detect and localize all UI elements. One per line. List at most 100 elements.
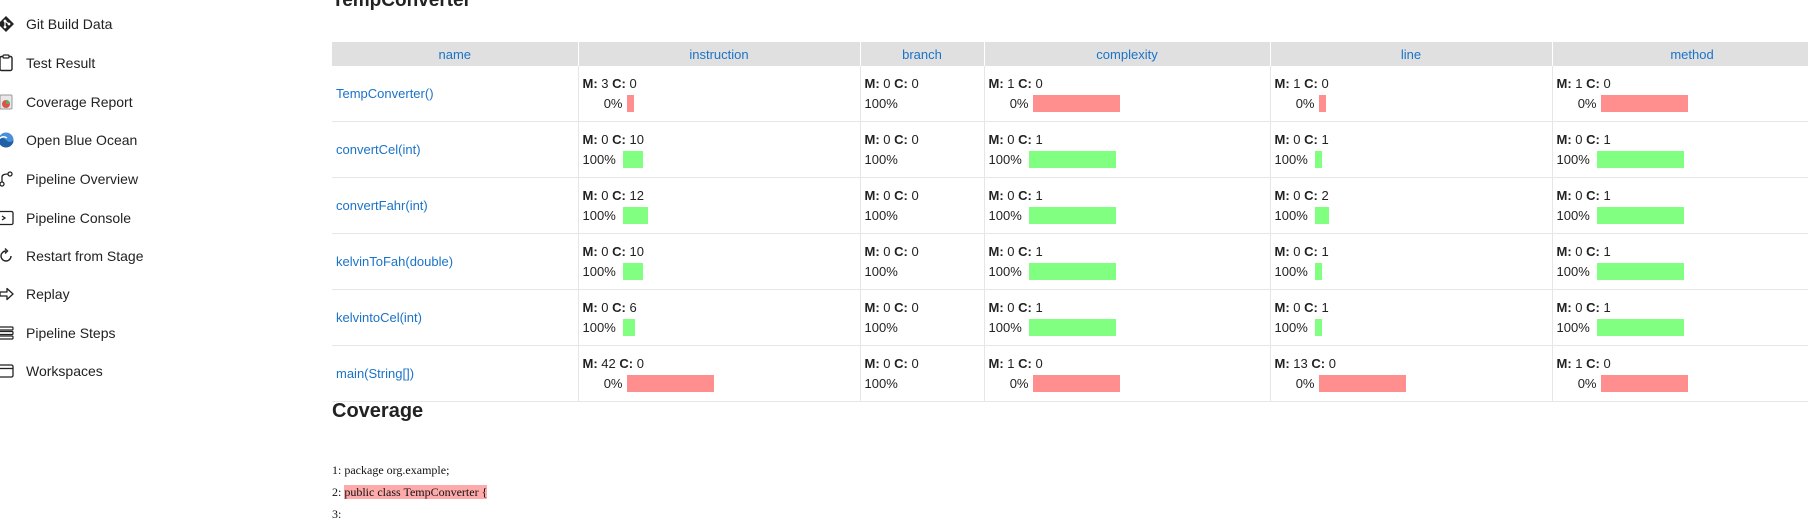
- coverage-bar-missed: [1319, 95, 1326, 112]
- column-header-branch[interactable]: branch: [860, 42, 984, 66]
- blue-ocean-icon: [0, 130, 16, 150]
- missed-covered: M: 0 C: 0: [865, 129, 980, 149]
- percent-value: 100%: [1557, 320, 1597, 335]
- method-link[interactable]: main(String[]): [336, 366, 414, 381]
- missed-covered: M: 0 C: 12: [583, 185, 856, 205]
- sidebar-item-coverage-report[interactable]: Coverage Report: [0, 84, 290, 120]
- missed-count: 42: [601, 356, 615, 371]
- sidebar-item-git-build-data[interactable]: Git Build Data: [0, 6, 290, 42]
- sidebar-item-open-blue-ocean[interactable]: Open Blue Ocean: [0, 122, 290, 158]
- sidebar-item-replay[interactable]: Replay: [0, 276, 290, 312]
- sidebar-item-pipeline-overview[interactable]: Pipeline Overview: [0, 161, 290, 197]
- missed-count: 0: [601, 188, 608, 203]
- missed-count: 0: [883, 300, 890, 315]
- sidebar-item-pipeline-console[interactable]: Pipeline Console: [0, 200, 290, 236]
- percent-line: 0%: [1557, 373, 1808, 395]
- percent-line: 100%: [865, 317, 980, 339]
- sidebar-item-test-result[interactable]: Test Result: [0, 45, 290, 81]
- percent-value: 0%: [1275, 96, 1319, 111]
- source-code: 1: package org.example; 2: public class …: [332, 459, 487, 525]
- covered-count: 1: [1036, 132, 1043, 147]
- method-link[interactable]: TempConverter(): [336, 86, 434, 101]
- missed-label: M:: [865, 244, 880, 259]
- coverage-bar-covered: [623, 263, 643, 280]
- column-header-method[interactable]: method: [1552, 42, 1808, 66]
- missed-label: M:: [865, 76, 880, 91]
- missed-covered: M: 0 C: 1: [989, 297, 1266, 317]
- missed-count: 0: [601, 132, 608, 147]
- method-link[interactable]: convertFahr(int): [336, 198, 428, 213]
- percent-value: 100%: [1275, 264, 1315, 279]
- coverage-bar-covered: [1315, 151, 1322, 168]
- missed-label: M:: [1557, 188, 1572, 203]
- percent-line: 0%: [583, 373, 856, 395]
- covered-label: C:: [1304, 76, 1318, 91]
- percent-value: 0%: [583, 96, 627, 111]
- missed-count: 0: [1575, 244, 1582, 259]
- coverage-bar-covered: [1315, 263, 1322, 280]
- missed-count: 0: [1007, 188, 1014, 203]
- percent-line: 100%: [865, 261, 980, 283]
- percent-value: 0%: [989, 96, 1033, 111]
- percent-line: 100%: [865, 93, 980, 115]
- covered-label: C:: [612, 188, 626, 203]
- column-header-instruction[interactable]: instruction: [578, 42, 860, 66]
- covered-count: 0: [1322, 76, 1329, 91]
- cell-name: kelvintoCel(int): [332, 290, 578, 346]
- missed-label: M:: [1275, 244, 1290, 259]
- missed-count: 0: [1575, 132, 1582, 147]
- missed-label: M:: [583, 356, 598, 371]
- sidebar-item-label: Test Result: [26, 55, 95, 71]
- code-line: 3:: [332, 503, 487, 525]
- method-link[interactable]: convertCel(int): [336, 142, 421, 157]
- percent-line: 100%: [865, 149, 980, 171]
- coverage-table: name instruction branch complexity line …: [332, 42, 1808, 402]
- restart-icon: [0, 246, 16, 266]
- column-header-name[interactable]: name: [332, 42, 578, 66]
- covered-count: 0: [1036, 356, 1043, 371]
- coverage-bar-covered: [1597, 207, 1684, 224]
- column-header-complexity[interactable]: complexity: [984, 42, 1270, 66]
- missed-label: M:: [1275, 188, 1290, 203]
- covered-label: C:: [612, 300, 626, 315]
- method-link[interactable]: kelvinToFah(double): [336, 254, 453, 269]
- missed-covered: M: 1 C: 0: [1275, 73, 1548, 93]
- missed-covered: M: 0 C: 1: [1275, 297, 1548, 317]
- percent-line: 0%: [1275, 93, 1548, 115]
- covered-label: C:: [1586, 300, 1600, 315]
- covered-label: C:: [1018, 300, 1032, 315]
- sidebar-item-label: Workspaces: [26, 363, 103, 379]
- covered-count: 1: [1322, 132, 1329, 147]
- coverage-bar-covered: [1029, 319, 1116, 336]
- missed-label: M:: [1557, 244, 1572, 259]
- column-header-line[interactable]: line: [1270, 42, 1552, 66]
- missed-count: 0: [1007, 132, 1014, 147]
- git-icon: [0, 14, 16, 34]
- percent-value: 100%: [865, 96, 905, 111]
- missed-count: 0: [883, 132, 890, 147]
- percent-line: 100%: [1557, 317, 1808, 339]
- covered-count: 0: [630, 76, 637, 91]
- missed-covered: M: 0 C: 1: [1557, 297, 1808, 317]
- covered-count: 0: [912, 244, 919, 259]
- missed-covered: M: 0 C: 10: [583, 129, 856, 149]
- missed-label: M:: [583, 244, 598, 259]
- cell-name: TempConverter(): [332, 66, 578, 122]
- percent-value: 0%: [1275, 376, 1319, 391]
- method-link[interactable]: kelvintoCel(int): [336, 310, 422, 325]
- sidebar-item-pipeline-steps[interactable]: Pipeline Steps: [0, 315, 290, 351]
- sidebar-item-workspaces[interactable]: Workspaces: [0, 353, 290, 389]
- cell-method: M: 0 C: 1 100%: [1552, 290, 1808, 346]
- percent-line: 100%: [583, 261, 856, 283]
- line-text: package org.example;: [344, 463, 449, 477]
- sidebar-item-restart-from-stage[interactable]: Restart from Stage: [0, 238, 290, 274]
